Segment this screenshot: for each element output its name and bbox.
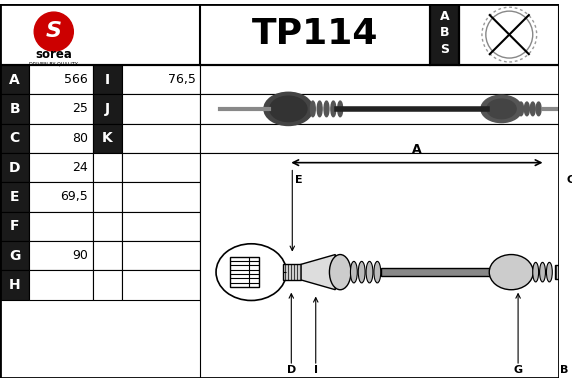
Bar bbox=[29, 270, 93, 299]
Ellipse shape bbox=[351, 261, 358, 283]
Ellipse shape bbox=[546, 262, 553, 282]
Bar bbox=[200, 65, 559, 94]
Ellipse shape bbox=[358, 261, 365, 283]
Ellipse shape bbox=[366, 261, 373, 283]
Bar bbox=[0, 153, 29, 182]
Bar bbox=[29, 94, 93, 123]
Ellipse shape bbox=[329, 254, 351, 290]
Bar bbox=[29, 123, 93, 153]
Text: I: I bbox=[105, 73, 110, 87]
Bar bbox=[93, 65, 122, 94]
Bar bbox=[200, 123, 559, 153]
Bar bbox=[29, 241, 93, 270]
Text: J: J bbox=[105, 102, 110, 116]
Bar bbox=[0, 212, 29, 241]
Text: D: D bbox=[287, 365, 296, 375]
Ellipse shape bbox=[324, 101, 329, 117]
Bar bbox=[0, 241, 29, 270]
Ellipse shape bbox=[519, 102, 523, 116]
Text: TP114: TP114 bbox=[252, 17, 379, 51]
Text: A: A bbox=[440, 10, 450, 23]
Bar bbox=[0, 4, 559, 65]
Text: F: F bbox=[10, 219, 19, 233]
Bar bbox=[93, 270, 122, 299]
Text: sorea: sorea bbox=[35, 48, 72, 61]
Ellipse shape bbox=[530, 102, 535, 116]
Text: H: H bbox=[9, 278, 21, 292]
Text: K: K bbox=[102, 131, 113, 145]
Text: A: A bbox=[9, 73, 20, 87]
Bar bbox=[93, 241, 122, 270]
Text: 566: 566 bbox=[64, 73, 88, 86]
Text: I: I bbox=[313, 365, 317, 375]
Bar bbox=[29, 182, 93, 212]
Ellipse shape bbox=[374, 261, 381, 283]
Bar bbox=[122, 182, 200, 212]
Text: B: B bbox=[560, 365, 568, 375]
Ellipse shape bbox=[489, 254, 533, 290]
Bar bbox=[93, 94, 122, 123]
Bar bbox=[29, 153, 93, 182]
Bar bbox=[122, 241, 200, 270]
Bar bbox=[122, 153, 200, 182]
Bar bbox=[200, 94, 559, 123]
Bar bbox=[381, 268, 492, 276]
Ellipse shape bbox=[311, 101, 315, 117]
Text: 76,5: 76,5 bbox=[168, 73, 196, 86]
Text: G: G bbox=[514, 365, 523, 375]
Ellipse shape bbox=[525, 102, 529, 116]
Text: D: D bbox=[9, 160, 21, 175]
Circle shape bbox=[34, 12, 73, 51]
Bar bbox=[200, 153, 559, 378]
Bar bbox=[0, 94, 29, 123]
Ellipse shape bbox=[481, 95, 522, 123]
Polygon shape bbox=[301, 254, 335, 290]
Text: 25: 25 bbox=[72, 102, 88, 115]
Bar bbox=[122, 212, 200, 241]
Text: B: B bbox=[440, 26, 450, 39]
Ellipse shape bbox=[264, 92, 313, 126]
Text: DRIVEN BY QUALITY: DRIVEN BY QUALITY bbox=[29, 62, 78, 66]
Text: S: S bbox=[46, 21, 62, 41]
Ellipse shape bbox=[317, 101, 322, 117]
Bar bbox=[459, 4, 559, 65]
Ellipse shape bbox=[331, 101, 336, 117]
Text: 24: 24 bbox=[72, 161, 88, 174]
Ellipse shape bbox=[270, 96, 307, 121]
Text: E: E bbox=[295, 175, 303, 185]
Bar bbox=[122, 65, 200, 94]
Bar bbox=[0, 182, 29, 212]
Text: 69,5: 69,5 bbox=[60, 190, 88, 203]
Ellipse shape bbox=[539, 262, 546, 282]
Ellipse shape bbox=[487, 99, 516, 119]
Bar bbox=[122, 123, 200, 153]
Bar bbox=[93, 212, 122, 241]
Bar bbox=[0, 123, 29, 153]
Text: A: A bbox=[412, 143, 422, 156]
Bar bbox=[430, 4, 459, 65]
Bar bbox=[122, 94, 200, 123]
Text: E: E bbox=[10, 190, 19, 204]
Bar bbox=[29, 212, 93, 241]
Ellipse shape bbox=[337, 101, 343, 117]
Text: S: S bbox=[440, 43, 449, 56]
Bar bbox=[93, 182, 122, 212]
Text: B: B bbox=[9, 102, 20, 116]
Text: G: G bbox=[9, 249, 21, 262]
Ellipse shape bbox=[533, 262, 539, 282]
Bar bbox=[230, 257, 259, 287]
Ellipse shape bbox=[536, 102, 541, 116]
Bar bbox=[93, 123, 122, 153]
Text: C: C bbox=[10, 131, 20, 145]
Bar bbox=[93, 153, 122, 182]
Text: 80: 80 bbox=[72, 132, 88, 145]
Text: 90: 90 bbox=[72, 249, 88, 262]
Bar bbox=[29, 65, 93, 94]
Bar bbox=[284, 264, 301, 280]
Bar bbox=[0, 65, 29, 94]
Bar bbox=[122, 270, 200, 299]
Bar bbox=[0, 270, 29, 299]
Text: C: C bbox=[567, 175, 572, 185]
Bar bbox=[555, 265, 572, 279]
